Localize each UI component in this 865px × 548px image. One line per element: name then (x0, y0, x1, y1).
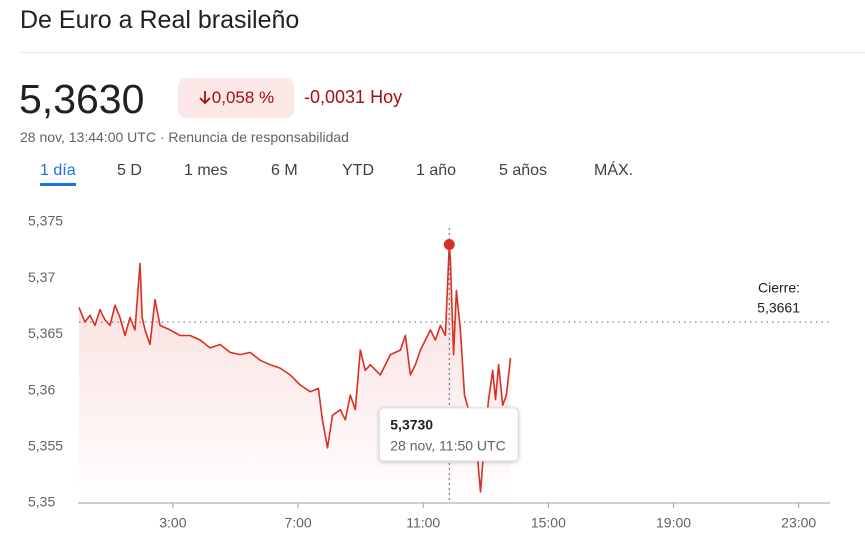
down-arrow (199, 91, 211, 105)
previous-close-value: 5,3661 (757, 300, 800, 316)
previous-close-label: Cierre: (758, 280, 800, 296)
tooltip-value: 5,3730 (390, 417, 433, 433)
divider (20, 52, 865, 53)
title: De Euro a Real brasileño (20, 6, 300, 34)
area (79, 244, 511, 503)
y-tick-label: 5,355 (28, 438, 63, 454)
x-tick-label: 7:00 (284, 515, 311, 531)
x-tick-label: 19:00 (656, 515, 691, 531)
timestamp: 28 nov, 13:44:00 UTC (20, 129, 156, 145)
tab[interactable]: 6 M (271, 162, 298, 179)
tooltip-box (378, 407, 519, 462)
price: 5,3630 (19, 76, 145, 122)
tab[interactable]: 5 años (499, 162, 548, 179)
tooltip-time: 28 nov, 11:50 UTC (390, 438, 505, 454)
timestamp-row: 28 nov, 13:44:00 UTC · Renuncia de respo… (20, 129, 349, 145)
change-badge: 0,058 % (178, 78, 294, 118)
y-tick-label: 5,365 (28, 325, 63, 341)
disclaimer[interactable]: Renuncia de responsabilidad (168, 129, 349, 145)
y-tick-label: 5,35 (28, 494, 55, 510)
y-tick-label: 5,375 (28, 213, 63, 229)
tab[interactable]: 5 D (117, 162, 142, 179)
tab[interactable]: 1 día (40, 162, 76, 186)
y-tick-label: 5,36 (28, 381, 55, 397)
tab[interactable]: MÁX. (594, 162, 634, 179)
period: Hoy (370, 87, 403, 107)
tab[interactable]: 1 mes (184, 162, 228, 179)
x-tick-label: 11:00 (406, 515, 440, 531)
y-tick-label: 5,37 (28, 269, 55, 285)
change-abs: -0,0031 (304, 87, 366, 107)
tab[interactable]: 1 año (416, 162, 457, 179)
x-tick-label: 23:00 (781, 515, 816, 531)
x-tick-label: 3:00 (159, 515, 186, 531)
x-tick-label: 15:00 (531, 515, 566, 531)
hover-point (443, 238, 455, 250)
line (78, 243, 512, 493)
change-pct: 0,058 % (211, 88, 275, 107)
tab[interactable]: YTD (342, 162, 374, 179)
change-abs-row: -0,0031 Hoy (304, 87, 402, 108)
